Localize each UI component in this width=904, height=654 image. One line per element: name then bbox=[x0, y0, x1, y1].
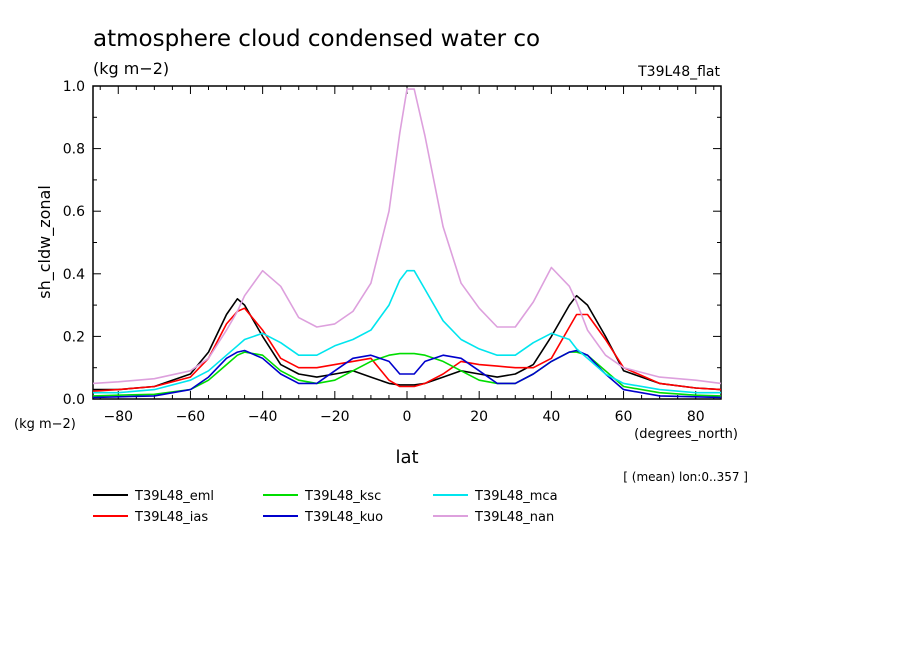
y-axis-label: sh_cldw_zonal bbox=[35, 185, 55, 299]
legend-label: T39L48_kuo bbox=[304, 510, 383, 525]
y-tick-label: 0.0 bbox=[63, 392, 85, 408]
x-tick-label: 20 bbox=[470, 409, 488, 425]
series-line-t39l48-ias bbox=[92, 307, 722, 392]
y-axis-units: (kg m−2) bbox=[14, 417, 76, 432]
y-tick-label: 1.0 bbox=[63, 79, 85, 95]
legend-label: T39L48_mca bbox=[474, 489, 558, 504]
x-axis-units: (degrees_north) bbox=[634, 427, 738, 442]
chart-title: atmosphere cloud condensed water co bbox=[93, 26, 540, 52]
y-tick-label: 0.2 bbox=[63, 329, 85, 345]
legend-item: T39L48_ias bbox=[93, 510, 208, 525]
y-tick-label: 0.4 bbox=[63, 267, 85, 283]
series-line-t39l48-mca bbox=[93, 269, 721, 394]
x-tick-label: −20 bbox=[320, 409, 350, 425]
x-tick-label: 60 bbox=[615, 409, 633, 425]
legend-item: T39L48_eml bbox=[93, 489, 214, 504]
axis-ticks: −80 −60 −40 −20 0 20 40 60 80 0.0 0.2 0.4 0.6 0.8 1.0 bbox=[63, 79, 721, 425]
legend-item: T39L48_nan bbox=[433, 510, 554, 525]
legend-label: T39L48_nan bbox=[474, 510, 554, 525]
x-tick-label: 0 bbox=[403, 409, 412, 425]
legend-label: T39L48_eml bbox=[134, 489, 214, 504]
series-line-t39l48-nan bbox=[92, 88, 722, 385]
averaging-note: [ (mean) lon:0..357 ] bbox=[623, 470, 748, 484]
x-tick-label: −80 bbox=[103, 409, 133, 425]
series-line-t39l48-eml bbox=[93, 294, 722, 391]
run-label: T39L48_flat bbox=[637, 64, 720, 80]
x-tick-label: 40 bbox=[542, 409, 560, 425]
series-line-t39l48-kuo bbox=[92, 349, 722, 399]
legend-label: T39L48_ias bbox=[134, 510, 208, 525]
x-tick-label: −40 bbox=[248, 409, 278, 425]
x-tick-label: −60 bbox=[176, 409, 206, 425]
y-tick-label: 0.6 bbox=[63, 204, 85, 220]
title-units: (kg m−2) bbox=[93, 59, 169, 78]
legend-item: T39L48_mca bbox=[433, 489, 558, 504]
series-lines bbox=[92, 88, 722, 399]
legend-label: T39L48_ksc bbox=[304, 489, 381, 504]
legend-item: T39L48_ksc bbox=[263, 489, 381, 504]
legend: T39L48_eml T39L48_ias T39L48_ksc T39L48_kuo… bbox=[93, 489, 558, 525]
x-tick-label: 80 bbox=[687, 409, 705, 425]
series-line-t39l48-ksc bbox=[92, 351, 722, 397]
x-axis-label: lat bbox=[395, 447, 418, 468]
plot-frame bbox=[92, 85, 722, 400]
y-tick-label: 0.8 bbox=[63, 142, 85, 158]
legend-item: T39L48_kuo bbox=[263, 510, 383, 525]
